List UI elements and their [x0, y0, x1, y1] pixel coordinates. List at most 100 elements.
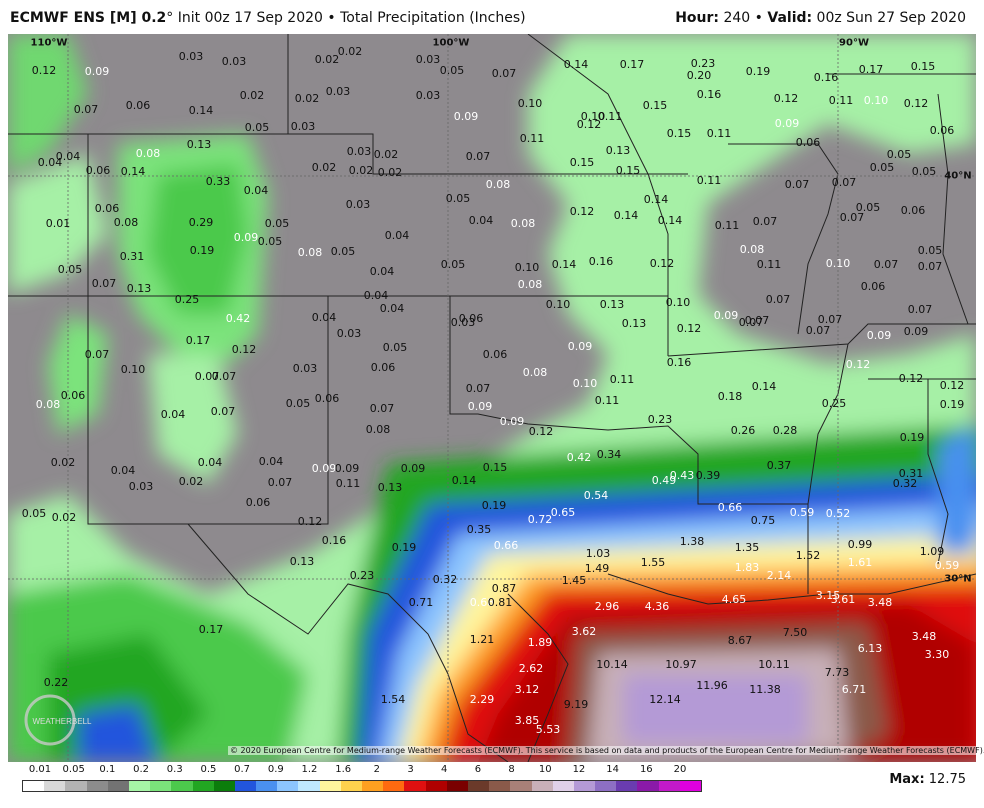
legend-tick-label: 16: [639, 764, 653, 775]
precip-value: 0.06: [929, 124, 955, 137]
legend-swatch: [510, 781, 532, 791]
precip-value: 0.19: [899, 431, 925, 444]
precip-value: 0.31: [119, 250, 145, 263]
legend-ticks: 0.01 0.05 0.1 0.2 0.3 0.5 0.7 0.9 1.2 1.6 2 3 4 6 8 10 1…: [22, 764, 702, 778]
precip-value: 0.03: [221, 55, 247, 68]
precip-value: 0.07: [84, 348, 110, 361]
legend-tick-label: 8: [508, 764, 515, 775]
precip-value: 0.10: [120, 363, 146, 376]
max-label: Max:: [889, 772, 925, 787]
legend-swatch: [65, 781, 87, 791]
precip-value: 0.10: [572, 377, 598, 390]
legend-swatch: [86, 781, 108, 791]
legend-tick-label: 0.9: [267, 764, 284, 775]
precip-value: 0.10: [863, 94, 889, 107]
lon-label-90w: 90°W: [839, 37, 869, 49]
precip-value: 0.31: [898, 467, 924, 480]
precip-value: 0.03: [178, 50, 204, 63]
precip-value: 5.53: [535, 723, 561, 736]
precip-value: 0.05: [886, 148, 912, 161]
precip-value: 0.12: [649, 257, 675, 270]
precip-value: 0.12: [939, 379, 965, 392]
precip-value: 0.11: [597, 110, 623, 123]
legend-swatch: [150, 781, 172, 791]
precip-value: 0.03: [336, 327, 362, 340]
precip-value: 0.03: [346, 145, 372, 158]
precip-value: 0.19: [189, 244, 215, 257]
precip-value: 0.32: [892, 477, 918, 490]
precip-value: 0.07: [738, 316, 764, 329]
legend-tick-label: 2: [373, 764, 381, 775]
legend-swatch: [679, 781, 701, 791]
precip-value: 0.22: [43, 676, 69, 689]
precip-value: 2.96: [594, 600, 620, 613]
precip-value: 0.05: [445, 192, 471, 205]
precip-value: 8.67: [727, 634, 753, 647]
precip-value: 0.08: [522, 366, 548, 379]
legend-swatch: [616, 781, 638, 791]
precip-value: 0.18: [717, 390, 743, 403]
precip-value: 1.89: [527, 636, 553, 649]
precip-value: 0.75: [750, 514, 776, 527]
valid-value: 00z Sun 27 Sep 2020: [812, 10, 966, 26]
legend-tick-label: 0.2: [133, 764, 149, 775]
precip-value: 0.07: [805, 324, 831, 337]
precip-value: 0.02: [51, 511, 77, 524]
precip-value: 0.16: [666, 356, 692, 369]
precip-value: 10.11: [758, 658, 790, 671]
precip-value: 0.04: [311, 311, 337, 324]
legend-tick-label: 6: [474, 764, 482, 775]
precip-value: 0.05: [855, 201, 881, 214]
legend-swatch: [128, 781, 151, 791]
precip-value: 0.07: [817, 313, 843, 326]
header-bullet: •: [750, 10, 768, 26]
precip-value: 1.83: [734, 561, 760, 574]
precip-value: 0.02: [311, 161, 337, 174]
precipitation-map: 0.12 0.09 0.03 0.03 0.02 0.02 0.03 0.05 0.07 0.14…: [8, 34, 976, 762]
precip-value: 0.07: [752, 215, 778, 228]
legend-tick-label: 0.05: [62, 764, 85, 775]
legend-tick-label: 0.3: [166, 764, 183, 775]
precip-value: 0.15: [910, 60, 936, 73]
precip-value: 0.16: [813, 71, 839, 84]
precip-value: 0.06: [370, 361, 396, 374]
precip-value: 4.36: [644, 600, 670, 613]
precip-value: 0.08: [739, 243, 765, 256]
precip-value: 1.61: [847, 556, 873, 569]
precip-value: 0.15: [642, 99, 668, 112]
legend-tick-label: 0.01: [28, 764, 52, 775]
precip-value: 0.16: [588, 255, 614, 268]
precip-value: 0.10: [825, 257, 851, 270]
precip-value: 0.37: [766, 459, 792, 472]
precip-value: 0.07: [917, 260, 943, 273]
legend-swatch: [552, 781, 574, 791]
precip-value: 0.09: [311, 462, 337, 475]
precip-value: 0.09: [713, 309, 739, 322]
precip-value: 0.04: [379, 302, 405, 315]
precip-value: 0.02: [314, 53, 340, 66]
precip-value: 0.03: [415, 89, 441, 102]
precip-value: 0.23: [647, 413, 673, 426]
lon-label-110w: 110°W: [30, 37, 68, 49]
precip-value: 0.42: [225, 312, 251, 325]
precip-value: 10.97: [665, 658, 697, 671]
precip-value: 0.71: [408, 596, 434, 609]
hour-value: 240: [719, 10, 751, 26]
precip-value: 3.61: [830, 593, 856, 606]
graticule: [8, 34, 976, 762]
precip-value: 0.06: [860, 280, 886, 293]
precip-value: 0.14: [751, 380, 777, 393]
legend-swatch: [256, 781, 278, 791]
precip-value: 0.03: [292, 362, 318, 375]
precip-value: 0.87: [491, 582, 517, 595]
precip-value: 0.15: [482, 461, 508, 474]
precip-value: 0.06: [94, 202, 120, 215]
lat-label-30n: 30°N: [944, 573, 972, 585]
precip-value: 1.21: [469, 633, 495, 646]
precip-value: 0.07: [744, 314, 770, 327]
title-bullet: •: [322, 10, 341, 26]
precip-value: 1.03: [585, 547, 611, 560]
precip-value: 0.10: [545, 298, 571, 311]
precip-value: 0.06: [245, 496, 271, 509]
copyright-notice: © 2020 European Centre for Medium-range …: [228, 746, 984, 755]
